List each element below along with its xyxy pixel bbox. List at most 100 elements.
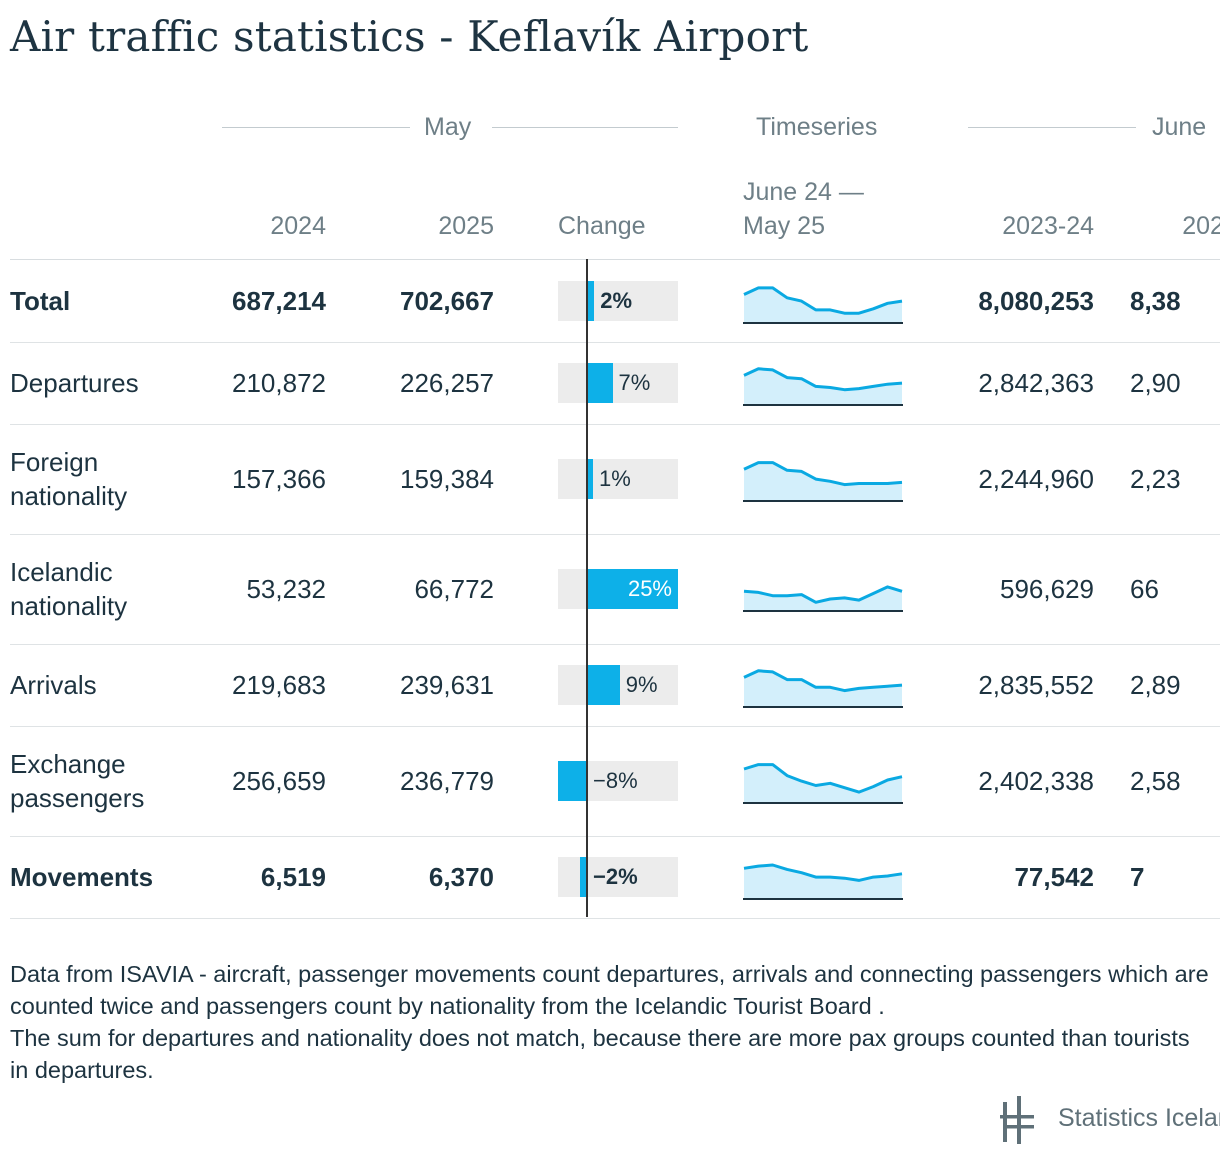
row-label: Departures bbox=[10, 368, 139, 398]
row-divider bbox=[10, 836, 1220, 837]
cell-period1: 2,842,363 bbox=[978, 368, 1094, 398]
cell-period2: 2,58 bbox=[1130, 766, 1181, 796]
cell-period2: 8,38 bbox=[1130, 286, 1181, 316]
cell-may-2024: 6,519 bbox=[260, 862, 326, 892]
change-bar-track bbox=[558, 281, 678, 321]
table-row: Total 687,214 702,667 2% 8,080,253 8,38 bbox=[0, 260, 1220, 343]
group-header-timeseries: Timeseries bbox=[756, 110, 906, 144]
change-label: 2% bbox=[600, 288, 633, 313]
change-bar bbox=[587, 363, 613, 403]
change-bar bbox=[579, 857, 588, 897]
column-header-period1: 2023-24 bbox=[1002, 212, 1094, 240]
cell-period1: 2,402,338 bbox=[978, 766, 1094, 796]
change-bar bbox=[587, 569, 678, 609]
row-label: Total bbox=[10, 286, 71, 316]
group-header-june: June bbox=[968, 110, 1220, 144]
table-row: Arrivals 219,683 239,631 9% 2,835,552 2,89 bbox=[0, 644, 1220, 727]
sparkline-line bbox=[743, 763, 903, 794]
table-row: Departures 210,872 226,257 7% 2,842,363 2,90 bbox=[0, 342, 1220, 425]
cell-may-2024: 53,232 bbox=[246, 574, 326, 604]
column-header-period2-clip: 2024-25 bbox=[1120, 209, 1220, 243]
row-divider bbox=[10, 918, 1220, 919]
table-row: Exchange passengers 256,659 236,779 −8% 2,40… bbox=[0, 726, 1220, 837]
cell-period2: 2,90 bbox=[1130, 368, 1181, 398]
cell-may-2025: 236,779 bbox=[400, 766, 494, 796]
statistics-iceland-logo-text: Statistics Iceland bbox=[1058, 1104, 1220, 1132]
change-bar bbox=[558, 761, 587, 801]
group-header-timeseries-label: Timeseries bbox=[756, 113, 878, 141]
footnote-source: Data from ISAVIA - aircraft, passenger m… bbox=[10, 961, 1209, 1019]
timeseries-sparkline bbox=[743, 461, 903, 502]
change-bar bbox=[587, 281, 595, 321]
column-header-change: Change bbox=[558, 212, 646, 240]
cell-period1: 77,542 bbox=[1014, 862, 1094, 892]
change-bar bbox=[587, 459, 593, 499]
change-bar-track bbox=[558, 857, 678, 897]
table-row: Movements 6,519 6,370 −2% 77,542 7 bbox=[0, 836, 1220, 919]
change-bar-track bbox=[558, 363, 678, 403]
page-title: Air traffic statistics - Keflavík Airpor… bbox=[10, 12, 809, 61]
group-header-may: May bbox=[222, 110, 678, 144]
row-divider bbox=[10, 726, 1220, 727]
change-label: 25% bbox=[627, 576, 672, 601]
stats-table: May Timeseries June 2024 2025 Change Jun… bbox=[0, 110, 1220, 919]
row-label: Movements bbox=[10, 862, 154, 892]
statistics-iceland-logo: Statistics Iceland bbox=[1000, 1094, 1220, 1148]
sparkline-line bbox=[743, 286, 903, 315]
sparkline-area bbox=[744, 865, 902, 898]
timeseries-sparkline bbox=[743, 286, 903, 324]
timeseries-sparkline bbox=[743, 585, 903, 612]
cell-period1: 2,244,960 bbox=[978, 464, 1094, 494]
row-label: Foreign nationality bbox=[10, 447, 128, 511]
change-label: −8% bbox=[593, 768, 638, 793]
group-header-may-label: May bbox=[424, 113, 472, 141]
cell-period1: 8,080,253 bbox=[978, 286, 1094, 316]
sparkline-line bbox=[743, 461, 903, 487]
cell-may-2024: 256,659 bbox=[232, 766, 326, 796]
sparkline-area bbox=[744, 586, 902, 610]
cell-period2: 66 bbox=[1130, 574, 1159, 604]
cell-period1: 596,629 bbox=[1000, 574, 1094, 604]
column-header-2025: 2025 bbox=[438, 212, 494, 240]
sparkline-line bbox=[743, 669, 903, 693]
change-zero-axis bbox=[586, 259, 588, 917]
timeseries-sparkline bbox=[743, 863, 903, 900]
footnote: Data from ISAVIA - aircraft, passenger m… bbox=[10, 958, 1210, 1086]
cell-period2: 2,23 bbox=[1130, 464, 1181, 494]
column-header-period2: 2024-25 bbox=[1182, 212, 1220, 240]
row-divider bbox=[10, 342, 1220, 343]
row-label: Exchange passengers bbox=[10, 749, 145, 813]
header-divider bbox=[10, 259, 1220, 260]
table-row: Icelandic nationality 53,232 66,772 25% 596,… bbox=[0, 534, 1220, 645]
cell-may-2025: 159,384 bbox=[400, 464, 494, 494]
cell-may-2024: 210,872 bbox=[232, 368, 326, 398]
timeseries-sparkline bbox=[743, 367, 903, 406]
cell-period1: 2,835,552 bbox=[978, 670, 1094, 700]
timeseries-sparkline bbox=[743, 669, 903, 708]
statistics-iceland-logo-icon bbox=[1000, 1096, 1034, 1144]
change-label: 7% bbox=[618, 370, 651, 395]
column-header-2024: 2024 bbox=[270, 212, 326, 240]
row-divider bbox=[10, 424, 1220, 425]
change-label: 1% bbox=[599, 466, 631, 491]
row-label: Icelandic nationality bbox=[10, 557, 128, 621]
cell-may-2025: 66,772 bbox=[414, 574, 494, 604]
column-header-timeseries-range-end: May 25 bbox=[743, 212, 825, 240]
row-divider bbox=[10, 644, 1220, 645]
row-divider bbox=[10, 534, 1220, 535]
cell-may-2024: 687,214 bbox=[232, 286, 326, 316]
cell-may-2025: 702,667 bbox=[400, 286, 494, 316]
cell-may-2025: 6,370 bbox=[428, 862, 494, 892]
footnote-note: The sum for departures and nationality d… bbox=[10, 1025, 1190, 1083]
row-label: Arrivals bbox=[10, 670, 97, 700]
change-label: 9% bbox=[625, 672, 658, 697]
group-header-june-label: June bbox=[1152, 113, 1207, 141]
sparkline-area bbox=[744, 368, 902, 404]
cell-period2: 2,89 bbox=[1130, 670, 1181, 700]
change-bar bbox=[587, 665, 620, 705]
sparkline-line bbox=[743, 863, 903, 882]
sparkline-line bbox=[743, 585, 903, 604]
change-bar-track bbox=[558, 459, 678, 499]
timeseries-sparkline bbox=[743, 763, 903, 804]
column-header-timeseries-range-start: June 24 — bbox=[743, 178, 864, 206]
